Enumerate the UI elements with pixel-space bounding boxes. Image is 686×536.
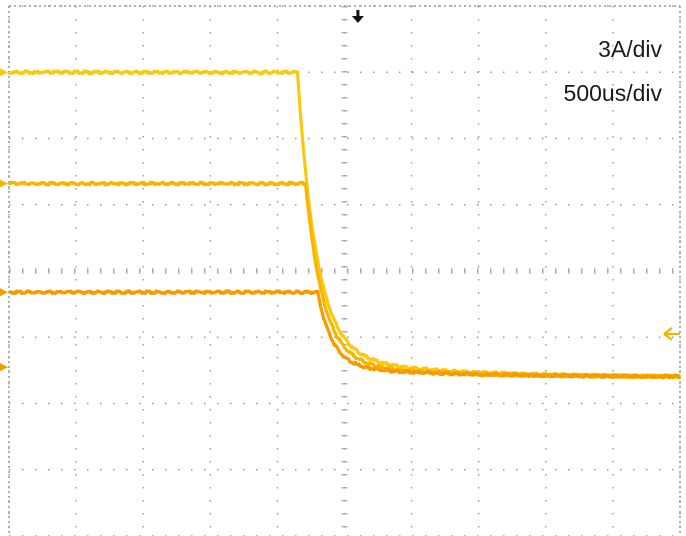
ground-marker-left — [0, 68, 8, 77]
ground-marker-left — [0, 288, 8, 297]
scope-grid — [8, 5, 681, 536]
scope-markers — [0, 10, 680, 372]
trace-3 — [8, 289, 682, 380]
ground-marker-left — [0, 179, 8, 188]
trigger-marker — [351, 10, 364, 23]
ground-marker-left — [0, 363, 8, 372]
vertical-scale-label: 3A/div — [598, 36, 662, 62]
scope-traces — [7, 69, 682, 380]
ground-marker-right — [663, 327, 680, 341]
time-scale-label: 500us/div — [563, 80, 662, 106]
